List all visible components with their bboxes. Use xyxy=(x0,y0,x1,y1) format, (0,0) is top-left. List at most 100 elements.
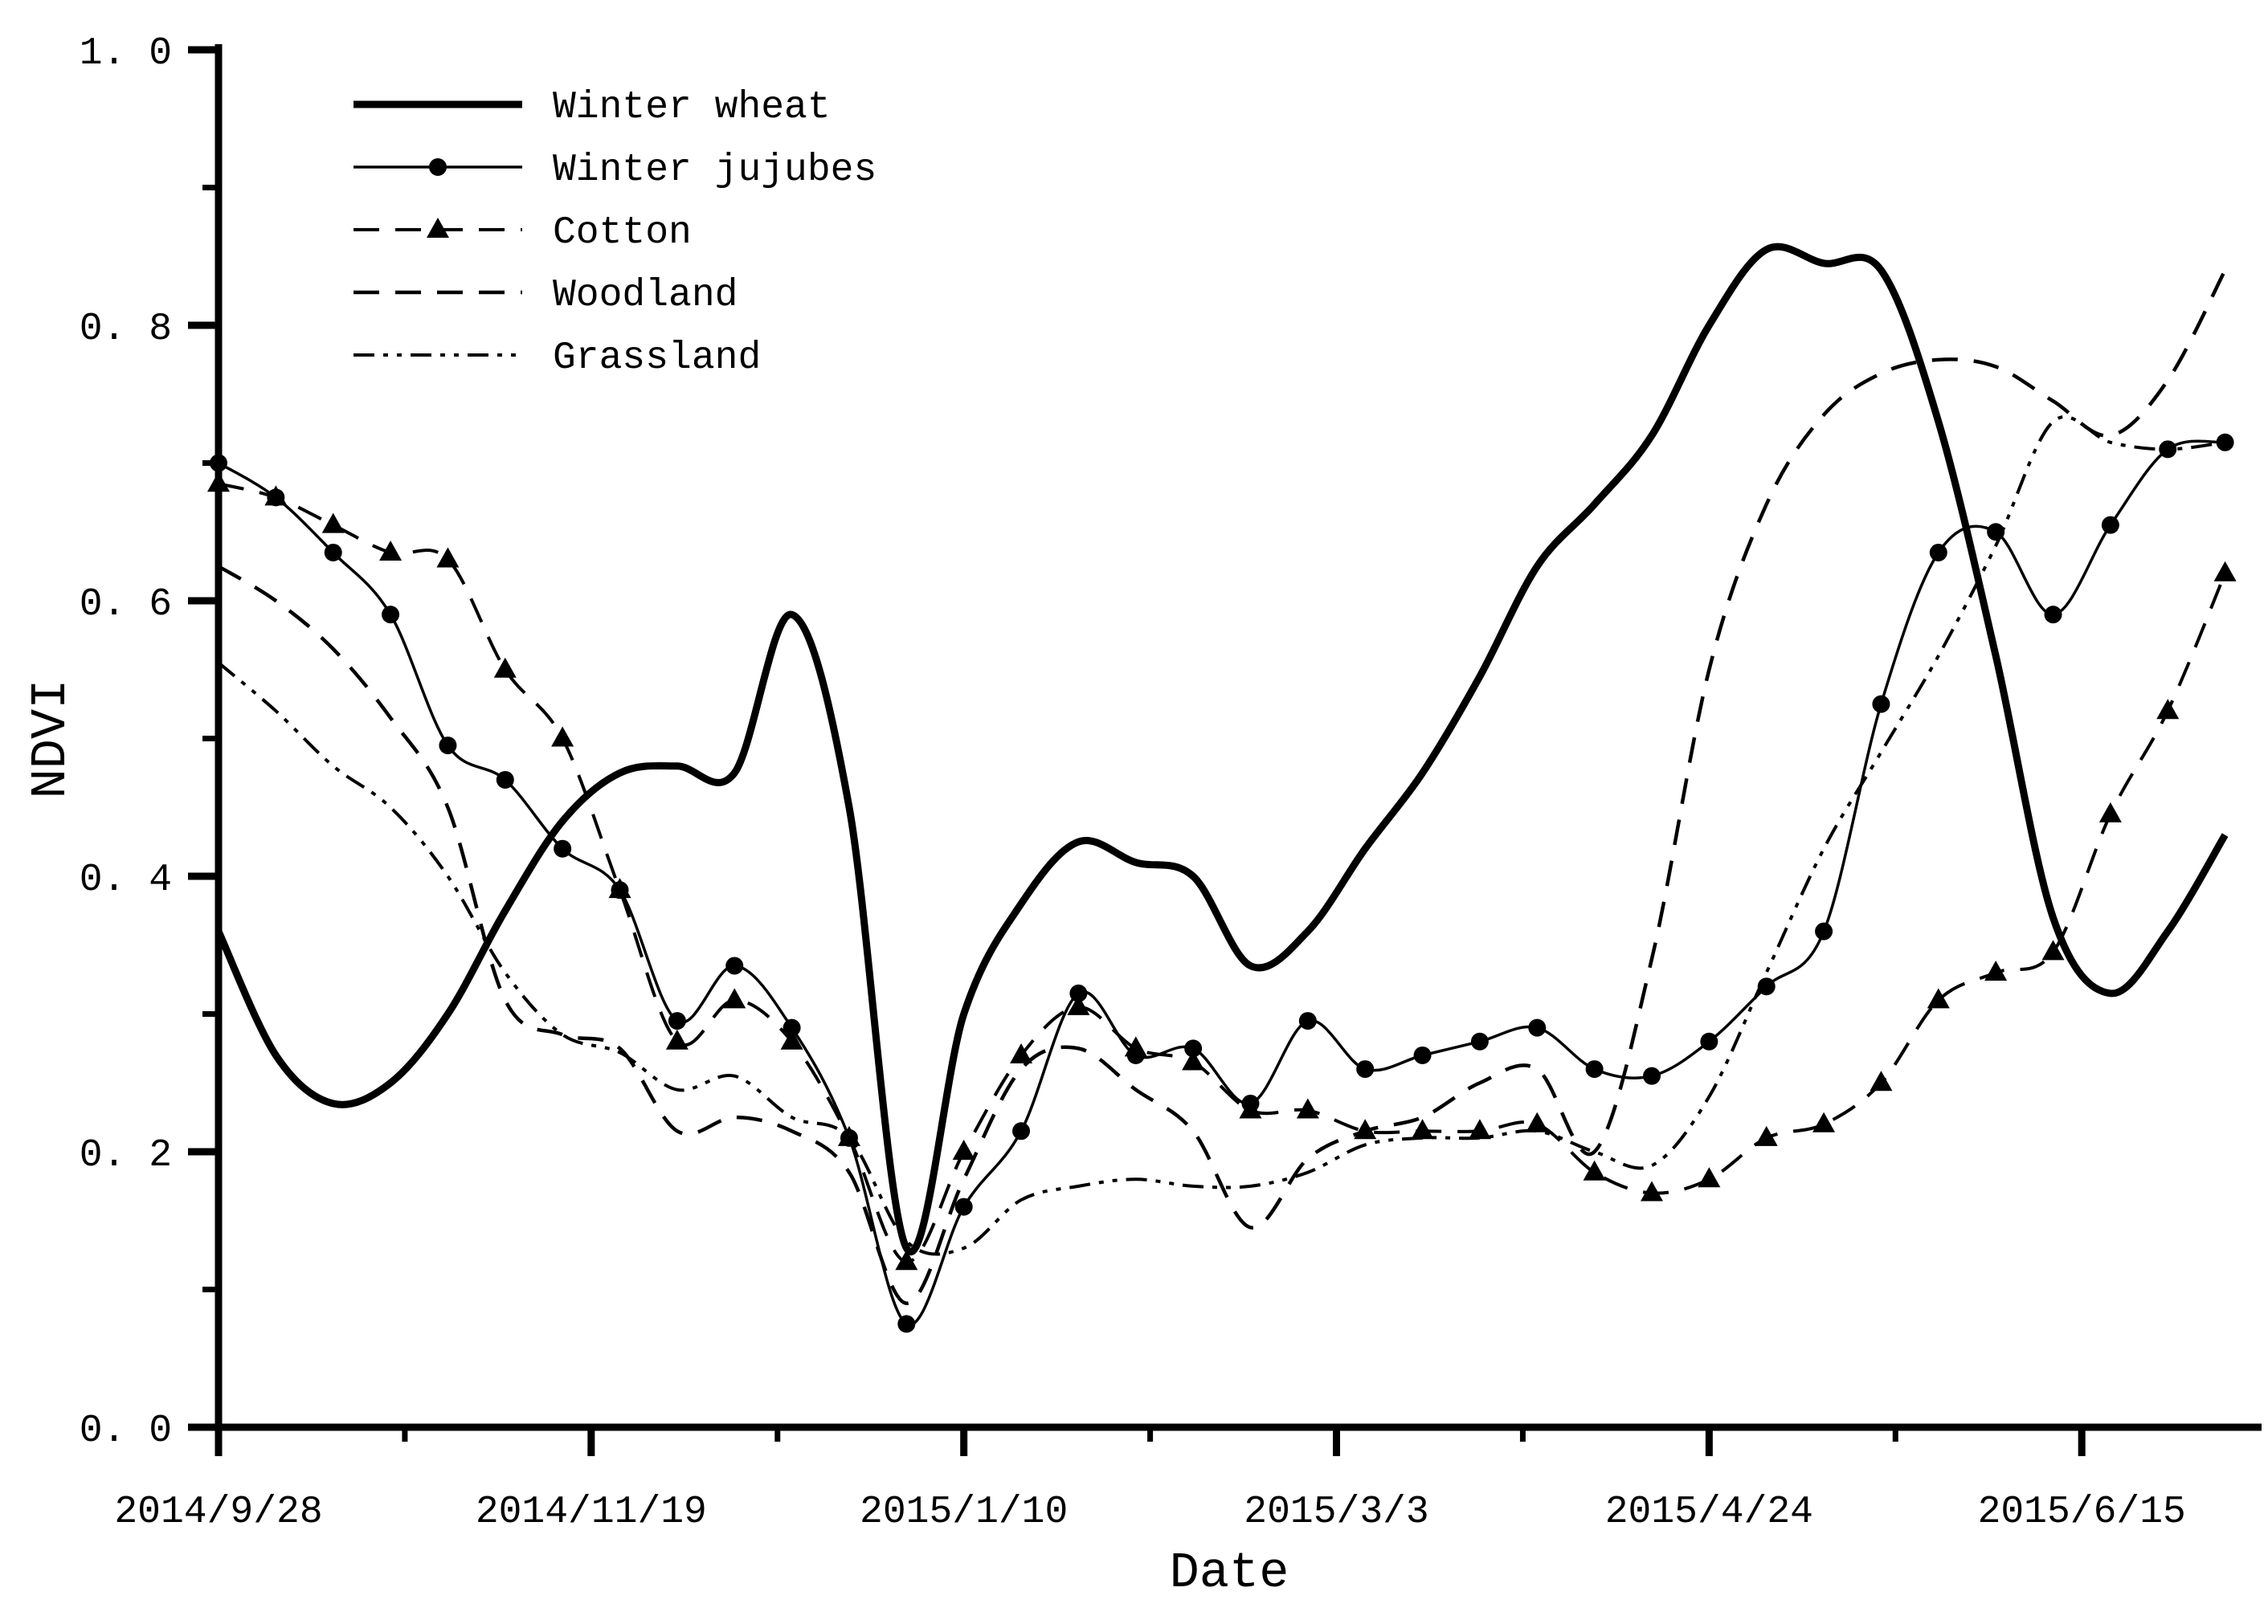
data-point-circle xyxy=(429,158,447,176)
series-line-woodland xyxy=(217,269,2227,1305)
x-tick-label: 2014/9/28 xyxy=(114,1491,322,1534)
data-point-circle xyxy=(2101,516,2119,534)
data-point-circle xyxy=(1356,1060,1375,1079)
data-point-triangle xyxy=(1526,1112,1549,1132)
data-point-circle xyxy=(1298,1012,1317,1030)
legend: Winter wheat Winter jujubes Cotton Woodland… xyxy=(353,86,877,380)
data-point-triangle xyxy=(1984,961,2008,981)
data-point-circle xyxy=(1126,1046,1145,1064)
data-point-circle xyxy=(1528,1018,1547,1037)
x-tick-label: 2015/1/10 xyxy=(860,1491,1068,1534)
series-grassland xyxy=(217,414,2225,1256)
data-point-triangle xyxy=(2041,940,2065,961)
data-point-circle xyxy=(1872,695,1890,713)
data-point-triangle xyxy=(1927,988,1950,1009)
series-winter-jujubes xyxy=(210,433,2234,1333)
data-point-circle xyxy=(324,543,342,561)
legend-item-grassland: Grassland xyxy=(353,337,761,380)
legend-item-woodland: Woodland xyxy=(353,274,738,317)
data-point-triangle xyxy=(1698,1167,1721,1188)
data-point-circle xyxy=(496,770,514,789)
legend-label-winter-jujubes: Winter jujubes xyxy=(553,149,877,192)
y-tick-label: 0. 0 xyxy=(80,1410,172,1453)
data-point-triangle xyxy=(895,1250,918,1271)
data-point-triangle xyxy=(427,218,449,238)
series-line-grassland xyxy=(217,414,2225,1256)
data-point-triangle xyxy=(2156,699,2180,720)
data-point-circle xyxy=(1643,1067,1661,1085)
data-point-triangle xyxy=(1755,1125,1778,1146)
data-point-triangle xyxy=(1641,1181,1663,1202)
data-point-triangle xyxy=(1468,1119,1491,1140)
axes: 0. 0 0. 2 0. 4 0. 6 0. 8 1. 0 2014/9/28 2014/11… xyxy=(22,32,2262,1602)
y-tick-label: 0. 8 xyxy=(80,308,172,351)
data-point-circle xyxy=(2044,606,2062,624)
data-point-circle xyxy=(611,881,629,900)
data-point-circle xyxy=(554,839,572,858)
data-point-circle xyxy=(2159,440,2177,459)
y-axis-title: NDVI xyxy=(22,679,80,799)
data-point-circle xyxy=(840,1128,858,1147)
y-tick-label: 0. 4 xyxy=(80,859,172,902)
data-point-triangle xyxy=(436,547,460,568)
legend-item-winter-jujubes: Winter jujubes xyxy=(353,149,877,192)
data-point-triangle xyxy=(1870,1071,1893,1092)
series-line-winter-wheat xyxy=(215,243,2229,1255)
data-point-circle xyxy=(382,606,400,624)
y-tick-label: 0. 6 xyxy=(80,583,172,626)
legend-item-cotton: Cotton xyxy=(353,211,692,255)
data-point-circle xyxy=(267,488,285,507)
data-point-triangle xyxy=(1296,1098,1319,1119)
series-woodland xyxy=(217,269,2227,1305)
data-point-triangle xyxy=(1010,1043,1033,1063)
data-point-circle xyxy=(1815,922,1833,941)
data-point-triangle xyxy=(379,540,403,561)
data-point-circle xyxy=(1929,543,1947,561)
data-point-triangle xyxy=(665,1029,689,1050)
data-point-triangle xyxy=(551,726,574,747)
series-line-cotton xyxy=(218,482,2227,1264)
data-point-circle xyxy=(725,957,744,975)
data-point-triangle xyxy=(2213,561,2237,581)
data-point-circle xyxy=(1757,977,1776,996)
data-point-circle xyxy=(439,737,457,755)
data-point-circle xyxy=(1585,1060,1604,1079)
legend-label-winter-wheat: Winter wheat xyxy=(553,86,831,129)
x-axis-title: Date xyxy=(1170,1544,1289,1602)
legend-item-winter-wheat: Winter wheat xyxy=(353,86,831,129)
data-point-circle xyxy=(1184,1039,1203,1058)
y-tick-label: 0. 2 xyxy=(80,1134,172,1177)
data-point-triangle xyxy=(1182,1050,1205,1071)
data-point-circle xyxy=(783,1018,801,1037)
x-tick-label: 2014/11/19 xyxy=(476,1491,707,1534)
data-point-circle xyxy=(1241,1094,1260,1112)
data-point-circle xyxy=(1470,1032,1489,1051)
data-point-triangle xyxy=(1411,1119,1434,1140)
y-tick-label: 1. 0 xyxy=(80,32,172,75)
data-point-triangle xyxy=(723,988,746,1009)
data-point-circle xyxy=(1012,1122,1031,1140)
data-point-triangle xyxy=(321,512,345,533)
data-point-circle xyxy=(210,454,227,472)
series-winter-wheat xyxy=(215,243,2229,1255)
data-point-circle xyxy=(897,1315,916,1333)
data-point-triangle xyxy=(1354,1119,1377,1140)
data-point-circle xyxy=(2216,433,2234,451)
data-point-circle xyxy=(1987,523,2005,541)
data-point-circle xyxy=(954,1198,973,1216)
x-tick-label: 2015/6/15 xyxy=(1978,1491,2186,1534)
data-point-triangle xyxy=(493,657,517,678)
legend-label-woodland: Woodland xyxy=(553,274,738,317)
data-point-triangle xyxy=(1583,1160,1606,1181)
data-point-triangle xyxy=(1067,994,1090,1015)
data-point-circle xyxy=(1069,984,1088,1002)
legend-label-grassland: Grassland xyxy=(553,337,761,380)
data-point-circle xyxy=(668,1012,686,1030)
data-point-triangle xyxy=(952,1140,975,1160)
data-point-triangle xyxy=(1812,1112,1836,1132)
data-point-triangle xyxy=(207,471,230,492)
data-point-circle xyxy=(1413,1046,1432,1064)
data-point-triangle xyxy=(780,1029,803,1050)
